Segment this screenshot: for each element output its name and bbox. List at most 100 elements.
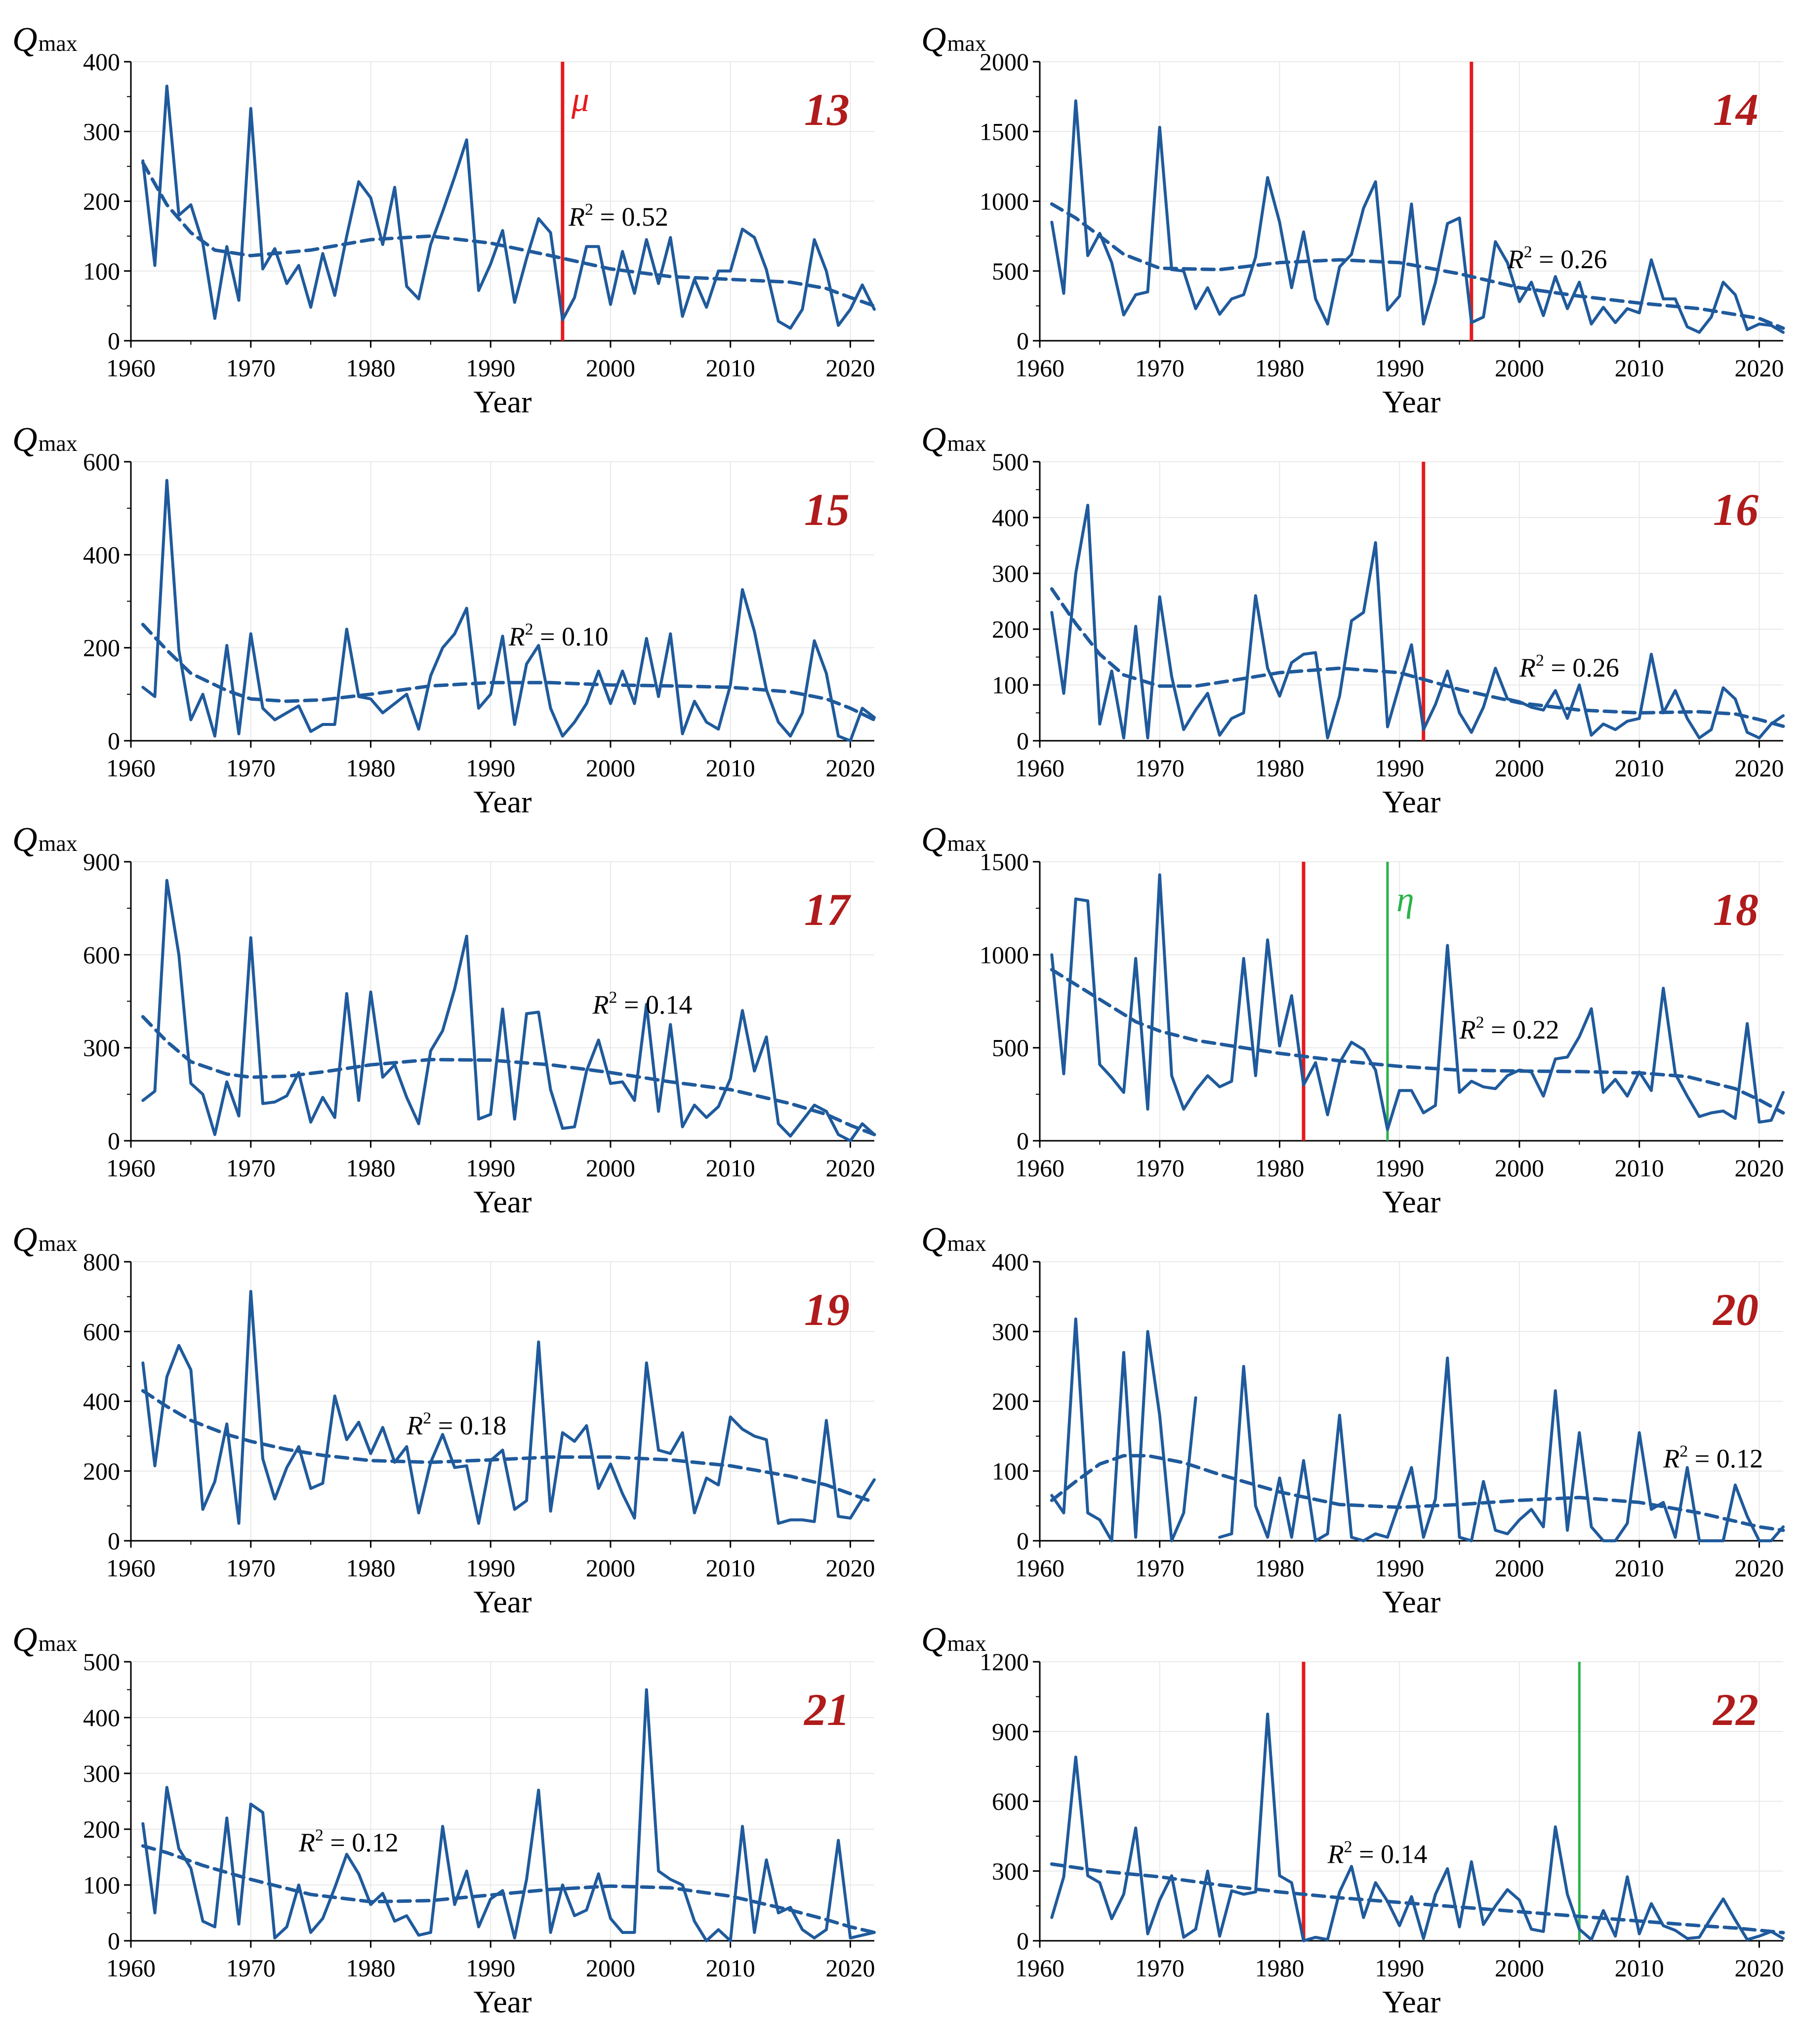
r-squared-symbol: R <box>1507 244 1524 274</box>
panel-21: 0 100 200 300 400 500 1960 1970 1980 1990 2000 2010… <box>12 1621 876 2019</box>
x-tick-label: 1990 <box>1375 1554 1424 1582</box>
panel-number: 19 <box>804 1284 850 1335</box>
r-squared-label: R2 = 0.12 <box>1663 1443 1763 1474</box>
x-tick-label: 2010 <box>706 754 755 782</box>
r-squared-value: = 0.22 <box>1484 1015 1559 1044</box>
r-squared-value: = 0.12 <box>324 1828 399 1857</box>
y-axis-label-subscript: max <box>39 31 78 56</box>
y-axis-label-subscript: max <box>39 831 78 856</box>
x-tick-label: 2010 <box>706 354 755 382</box>
x-tick-label: 1990 <box>1375 1954 1424 1982</box>
x-tick-label: 1960 <box>1015 1954 1064 1982</box>
x-tick-label: 1970 <box>1135 1154 1185 1182</box>
x-tick-label: 1960 <box>1015 1154 1064 1182</box>
x-tick-label: 1970 <box>1135 1554 1185 1582</box>
y-axis-label-subscript: max <box>39 1631 78 1656</box>
y-tick-label: 1000 <box>980 941 1029 968</box>
y-tick-label: 500 <box>992 448 1029 476</box>
y-tick-label: 200 <box>83 1457 120 1485</box>
r-squared-symbol: R <box>1663 1444 1679 1474</box>
x-tick-label: 1990 <box>1375 1154 1424 1182</box>
series-line <box>141 1290 876 1525</box>
y-tick-label: 400 <box>83 1388 120 1415</box>
x-tick-label: 2020 <box>825 754 875 782</box>
x-tick-label: 1980 <box>1255 754 1304 782</box>
r-squared-label: R2 = 0.12 <box>298 1826 399 1857</box>
y-tick-label: 100 <box>83 1871 120 1899</box>
y-tick-label: 0 <box>108 1127 120 1155</box>
x-axis-label: Year <box>474 1984 532 2019</box>
r-squared-symbol: R <box>568 202 585 232</box>
y-tick-label: 200 <box>83 1815 120 1843</box>
r-squared-value: = 0.18 <box>431 1411 506 1441</box>
r-squared-exponent: 2 <box>1679 1443 1688 1461</box>
x-tick-label: 1960 <box>106 1154 156 1182</box>
x-tick-label: 2020 <box>825 354 875 382</box>
x-tick-label: 2000 <box>586 1554 635 1582</box>
x-tick-label: 1970 <box>1135 754 1185 782</box>
x-tick-label: 2000 <box>1495 754 1544 782</box>
y-tick-label: 400 <box>992 504 1029 531</box>
r-squared-value: = 0.10 <box>533 622 609 651</box>
x-tick-label: 1980 <box>1255 354 1304 382</box>
r-squared-value: = 0.52 <box>593 202 668 232</box>
x-tick-label: 2000 <box>1495 1554 1544 1582</box>
series-line <box>1050 99 1785 334</box>
x-tick-label: 1990 <box>466 1154 515 1182</box>
r-squared-exponent: 2 <box>609 989 617 1007</box>
y-tick-label: 0 <box>1017 1527 1029 1555</box>
x-tick-label: 2020 <box>1734 1154 1784 1182</box>
y-tick-label: 100 <box>83 257 120 285</box>
panel-number: 17 <box>804 884 852 935</box>
series-line <box>141 879 876 1142</box>
x-tick-label: 2000 <box>586 754 635 782</box>
x-tick-label: 1990 <box>466 1954 515 1982</box>
trend-line <box>1050 202 1785 330</box>
y-axis-label: Qmax <box>921 421 986 459</box>
y-tick-label: 400 <box>992 1248 1029 1276</box>
x-tick-label: 1980 <box>346 1554 395 1582</box>
y-tick-label: 600 <box>83 448 120 476</box>
y-tick-label: 300 <box>992 1857 1029 1885</box>
y-axis-label-subscript: max <box>947 1231 986 1256</box>
x-tick-label: 2020 <box>825 1154 875 1182</box>
series-line <box>1050 1712 1785 1942</box>
panel-number: 13 <box>804 84 850 135</box>
r-squared-value: = 0.14 <box>1352 1839 1428 1869</box>
panel-number: 21 <box>803 1684 850 1735</box>
y-tick-label: 0 <box>108 1927 120 1955</box>
y-tick-label: 1500 <box>980 848 1029 876</box>
y-tick-label: 800 <box>83 1248 120 1276</box>
x-tick-label: 2010 <box>1615 1154 1664 1182</box>
change-point-label: η <box>1396 880 1414 919</box>
x-tick-label: 1970 <box>1135 1954 1185 1982</box>
y-tick-label: 500 <box>83 1648 120 1676</box>
x-axis-label: Year <box>474 384 532 419</box>
x-tick-label: 2020 <box>825 1554 875 1582</box>
x-tick-label: 1980 <box>346 754 395 782</box>
y-tick-label: 0 <box>108 327 120 355</box>
x-tick-label: 2010 <box>1615 754 1664 782</box>
x-tick-label: 2000 <box>586 354 635 382</box>
r-squared-label: R2 = 0.14 <box>592 989 693 1020</box>
x-tick-label: 1970 <box>226 1954 276 1982</box>
y-axis-label-subscript: max <box>947 831 986 856</box>
x-tick-label: 1980 <box>346 1154 395 1182</box>
panel-number: 20 <box>1712 1284 1758 1335</box>
x-tick-label: 2010 <box>706 1154 755 1182</box>
x-axis-label: Year <box>474 784 532 819</box>
trend-line <box>141 1389 876 1504</box>
trend-line <box>1050 587 1785 728</box>
r-squared-value: = 0.26 <box>1532 244 1607 274</box>
y-axis-label-subscript: max <box>39 431 78 456</box>
panel-16: 0 100 200 300 400 500 1960 1970 1980 1990 2000 2010… <box>921 421 1785 819</box>
x-tick-label: 1960 <box>1015 754 1064 782</box>
panel-number: 15 <box>804 484 850 535</box>
x-tick-label: 1960 <box>1015 354 1064 382</box>
r-squared-label: R2 = 0.18 <box>406 1409 506 1441</box>
x-tick-label: 2000 <box>586 1954 635 1982</box>
panel-17: 0 300 600 900 1960 1970 1980 1990 2000 2010 2020 Qm… <box>12 821 876 1219</box>
y-axis-label-subscript: max <box>947 31 986 56</box>
x-tick-label: 2000 <box>1495 1154 1544 1182</box>
